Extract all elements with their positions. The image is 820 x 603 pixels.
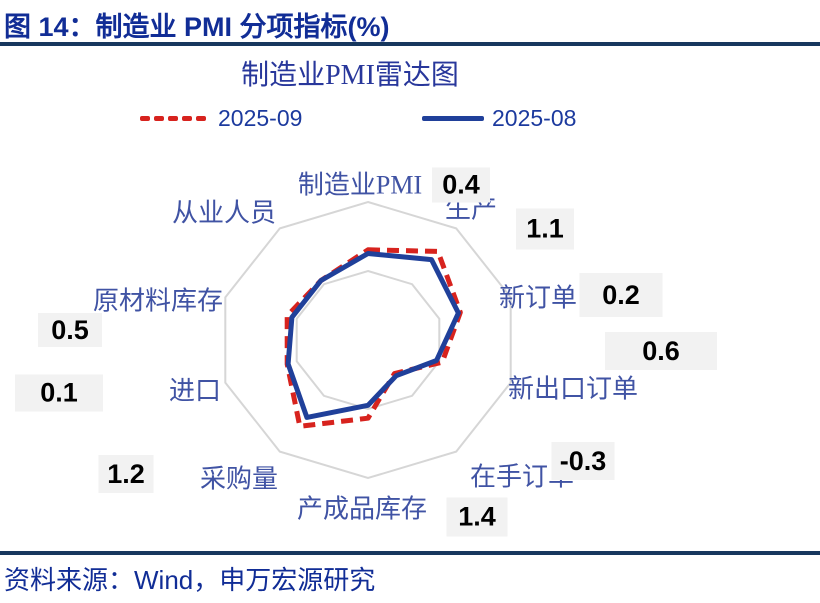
change-value-badge: 1.1	[516, 208, 574, 250]
change-value-badge: -0.3	[551, 442, 615, 480]
axis-label: 进口	[168, 376, 222, 406]
change-value-badge: 1.4	[446, 497, 508, 537]
axis-label: 采购量	[199, 464, 279, 494]
footer-divider	[0, 551, 820, 555]
dashed-red-line-swatch	[140, 115, 210, 121]
change-value-badge: 0.1	[15, 374, 103, 412]
axis-label: 新出口订单	[507, 374, 639, 404]
change-value-badge: 0.5	[38, 313, 102, 347]
source-note: 资料来源：Wind，申万宏源研究	[4, 565, 376, 595]
legend-label: 2025-09	[218, 104, 303, 131]
series-2025-08-line	[285, 251, 461, 420]
grid-ring	[295, 269, 441, 411]
axis-label: 从业人员	[171, 198, 277, 228]
legend-item-2025-08: 2025-08	[422, 103, 576, 133]
grid-ring	[224, 200, 512, 480]
legend-label: 2025-08	[492, 104, 577, 131]
chart-legend: 2025-09 2025-08	[0, 103, 820, 133]
change-value-badge: 0.4	[432, 167, 490, 203]
change-value-badge: 0.2	[579, 273, 663, 317]
series-2025-09-line	[284, 247, 463, 429]
axis-label: 新订单	[498, 283, 578, 313]
solid-blue-line-swatch	[422, 115, 484, 121]
title-divider	[0, 42, 820, 46]
chart-title: 制造业PMI雷达图	[241, 60, 459, 91]
figure-title: 图 14：制造业 PMI 分项指标(%)	[4, 12, 390, 42]
axis-label: 产成品库存	[296, 494, 428, 524]
axis-label: 原材料库存	[92, 286, 224, 316]
axis-label: 制造业PMI	[297, 170, 423, 200]
change-value-badge: 1.2	[98, 455, 154, 493]
change-value-badge: 0.6	[605, 332, 717, 370]
legend-item-2025-09: 2025-09	[140, 103, 302, 133]
